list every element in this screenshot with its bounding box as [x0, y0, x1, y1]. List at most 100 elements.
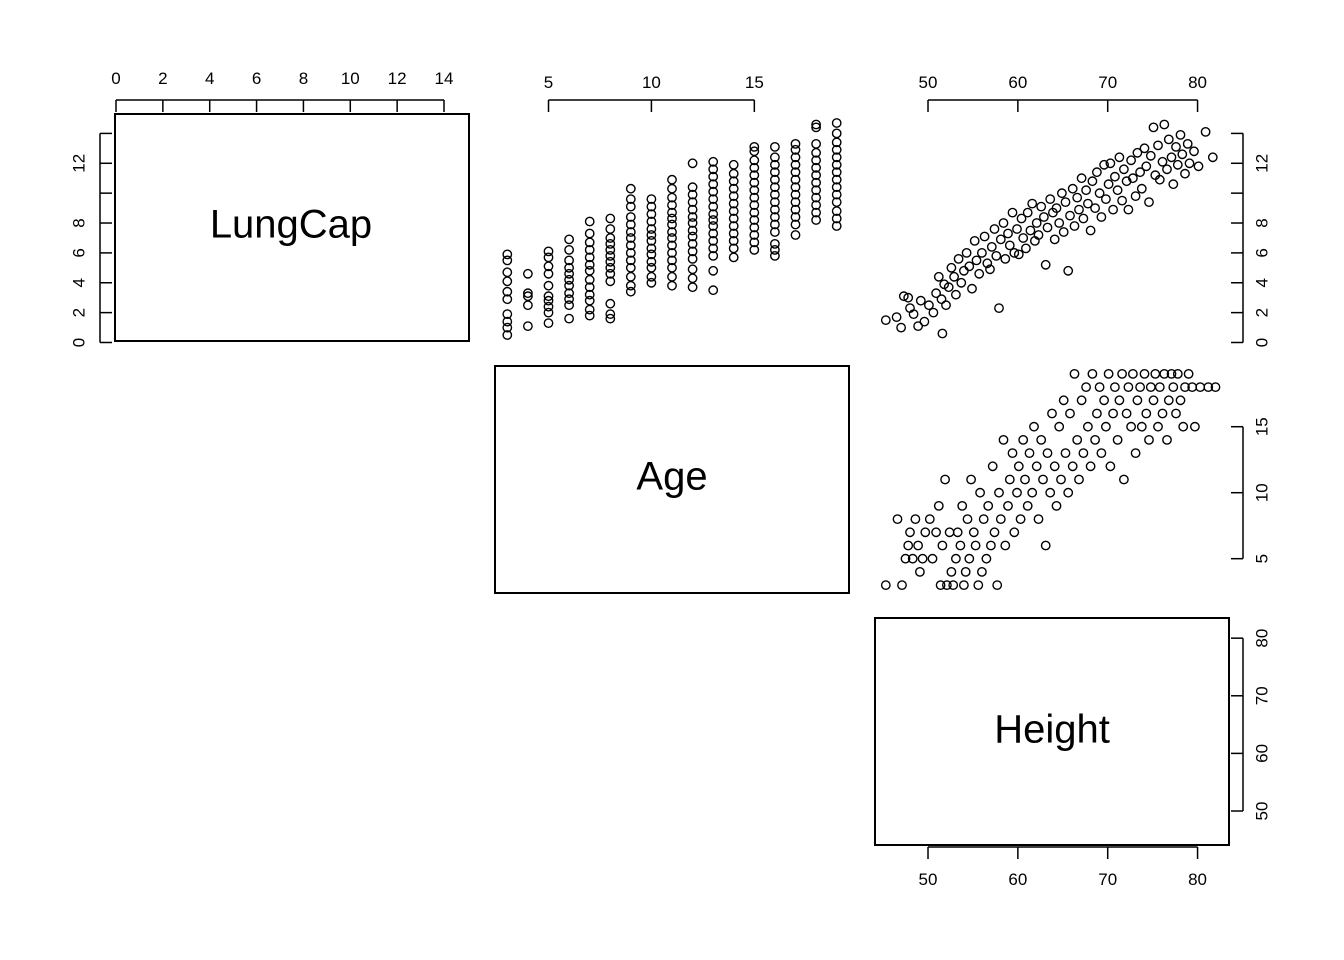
tick-label: 12 — [69, 154, 88, 173]
scatter-point — [564, 288, 574, 299]
scatter-point — [625, 280, 636, 291]
scatter-point — [667, 227, 677, 237]
scatter-point — [1003, 500, 1013, 511]
scatter-point — [956, 277, 967, 288]
scatter-point — [935, 580, 946, 590]
scatter-point — [1036, 201, 1047, 212]
scatter-point — [502, 322, 513, 333]
scatter-point — [1094, 382, 1105, 392]
scatter-point — [523, 321, 533, 331]
tick-label: 8 — [1252, 218, 1271, 227]
scatter-point — [1085, 461, 1096, 472]
scatter-point — [1045, 487, 1056, 498]
tick-label: 10 — [341, 69, 360, 88]
tick-label: 4 — [205, 69, 214, 88]
scatter-point — [811, 215, 821, 225]
scatter-point — [790, 197, 801, 208]
scatter-point — [502, 267, 513, 278]
scatter-point — [933, 271, 944, 282]
scatter-point — [831, 197, 842, 208]
panel-age-vs-height — [880, 368, 1221, 590]
scatter-point — [564, 262, 574, 273]
scatter-point — [708, 179, 719, 190]
scatter-point — [995, 514, 1006, 524]
scatter-point — [1042, 448, 1053, 458]
scatter-point — [1020, 474, 1030, 485]
scatter-point — [1189, 146, 1199, 157]
scatter-point — [1016, 213, 1027, 224]
scatter-point — [1136, 421, 1147, 432]
tick-label: 0 — [1252, 338, 1271, 347]
scatter-point — [770, 152, 780, 163]
scatter-point — [831, 159, 842, 170]
scatter-point — [502, 276, 513, 287]
scatter-point — [1105, 158, 1116, 169]
tick-label: 10 — [1252, 483, 1271, 502]
scatter-point — [667, 200, 677, 211]
scatter-point — [708, 209, 719, 220]
scatter-point — [1141, 408, 1152, 419]
scatter-point — [687, 218, 698, 228]
scatter-point — [564, 300, 574, 311]
scatter-point — [1056, 474, 1066, 485]
scatter-point — [953, 253, 964, 264]
scatter-point — [1024, 448, 1035, 458]
right-axis-age: 5 10 15 — [1231, 417, 1271, 563]
tick-label: 15 — [745, 73, 764, 92]
scatter-point — [1195, 382, 1206, 392]
scatter-point — [708, 156, 719, 167]
scatter-point — [924, 514, 935, 524]
scatter-point — [749, 141, 760, 152]
scatter-point — [728, 213, 739, 224]
scatter-point — [646, 249, 657, 260]
scatter-point — [831, 189, 842, 200]
scatter-point — [646, 216, 657, 227]
scatter-point — [1139, 143, 1150, 154]
scatter-point — [728, 198, 739, 209]
scatter-point — [1114, 395, 1125, 406]
tick-label: 5 — [544, 73, 553, 92]
scatter-point — [1040, 259, 1051, 270]
scatter-point — [968, 527, 979, 538]
scatter-point — [543, 295, 554, 306]
scatter-point — [1004, 240, 1015, 251]
scatter-point — [749, 222, 760, 233]
scatter-point — [1013, 249, 1024, 260]
scatter-point — [917, 553, 928, 564]
scatter-point — [770, 250, 780, 261]
scatter-point — [907, 553, 918, 564]
scatter-point — [625, 271, 636, 282]
scatter-point — [908, 309, 919, 319]
scatter-point — [667, 183, 677, 194]
scatter-point — [1072, 192, 1083, 203]
scatter-point — [625, 212, 636, 222]
scatter-point — [987, 461, 998, 472]
scatter-point — [1015, 514, 1026, 524]
tick-label: 6 — [69, 248, 88, 257]
scatter-point — [708, 194, 719, 205]
scatter-point — [974, 268, 985, 279]
scatter-point — [1009, 527, 1020, 538]
top-axis-height: 50 60 70 80 — [919, 73, 1207, 112]
scatter-point — [1168, 382, 1179, 392]
scatter-point — [790, 230, 801, 240]
scatter-point — [969, 235, 980, 246]
scatter-point — [951, 289, 961, 300]
scatter-point — [708, 235, 719, 246]
right-axis-height: 50 60 70 80 — [1231, 629, 1271, 820]
scatter-point — [1099, 159, 1110, 170]
scatter-point — [605, 313, 616, 324]
scatter-point — [667, 219, 677, 230]
scatter-layer — [502, 118, 1221, 590]
scatter-point — [933, 500, 944, 511]
scatter-point — [625, 247, 636, 258]
scatter-point — [1049, 234, 1060, 245]
scatter-point — [1145, 382, 1156, 392]
scatter-point — [770, 244, 780, 255]
scatter-point — [811, 192, 821, 203]
scatter-point — [998, 218, 1009, 228]
scatter-point — [790, 159, 801, 170]
scatter-point — [543, 246, 554, 257]
scatter-point — [962, 514, 973, 524]
scatter-point — [1172, 159, 1183, 170]
